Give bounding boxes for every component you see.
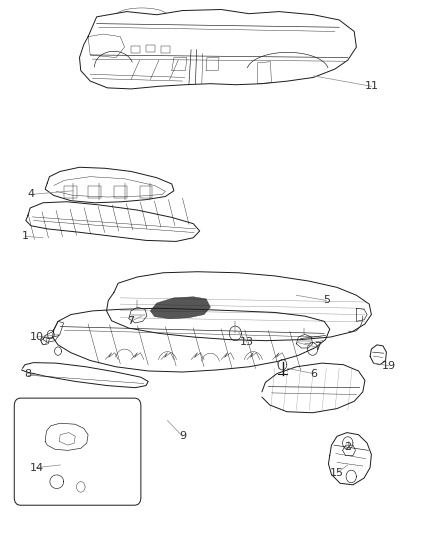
Bar	[88, 186, 101, 198]
Text: 14: 14	[29, 463, 44, 473]
Polygon shape	[150, 297, 210, 319]
Text: 1: 1	[21, 231, 28, 241]
Text: 11: 11	[364, 82, 378, 91]
Text: 8: 8	[25, 369, 32, 378]
Text: 2: 2	[344, 442, 351, 451]
Text: 5: 5	[323, 295, 330, 305]
Bar	[64, 186, 78, 198]
Text: 6: 6	[310, 369, 317, 378]
Text: 7: 7	[127, 317, 134, 326]
Text: 19: 19	[381, 361, 396, 371]
Bar	[131, 45, 141, 53]
Text: 9: 9	[179, 431, 186, 441]
Text: 15: 15	[330, 468, 344, 478]
Bar	[140, 186, 152, 198]
Text: 10: 10	[30, 332, 43, 342]
Bar	[146, 45, 155, 52]
Bar	[161, 45, 170, 53]
Bar	[114, 186, 127, 198]
Text: 4: 4	[28, 189, 35, 199]
Text: 13: 13	[240, 337, 254, 347]
Text: 7: 7	[314, 343, 321, 352]
